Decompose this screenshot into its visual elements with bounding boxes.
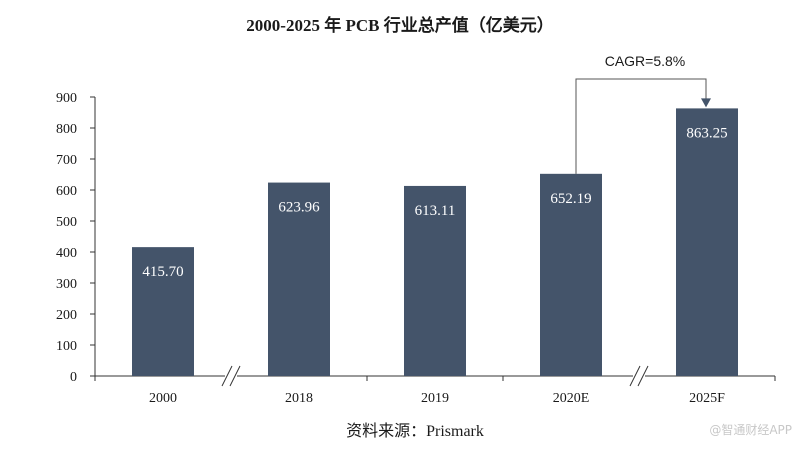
data-label: 415.70 [142, 264, 183, 280]
bar-2000 [132, 247, 194, 376]
y-tick-label: 700 [56, 153, 77, 168]
cagr-arrowhead [701, 98, 711, 108]
cagr-connector [575, 78, 707, 174]
y-tick-label: 300 [56, 277, 77, 292]
y-tick-label: 800 [56, 122, 77, 137]
y-tick-group: 0 100 200 300 400 500 600 700 800 900 [56, 91, 95, 385]
y-tick-label: 400 [56, 246, 77, 261]
x-tick-label: 2020E [553, 391, 590, 406]
data-label: 863.25 [686, 125, 727, 141]
y-tick-label: 500 [56, 215, 77, 230]
y-tick-label: 600 [56, 184, 77, 199]
y-tick-label: 900 [56, 91, 77, 106]
watermark: @智通财经APP [709, 422, 792, 437]
axis-break-gap [225, 364, 237, 388]
y-tick-label: 100 [56, 339, 77, 354]
cagr-annotation: CAGR=5.8% [575, 53, 711, 174]
bar-2019 [404, 185, 466, 376]
bar-2020e [540, 173, 602, 376]
data-labels-group: 415.70 623.96 613.11 652.19 863.25 [142, 125, 727, 280]
x-tick-label: 2025F [689, 391, 725, 406]
x-tick-group: 2000 2018 2019 2020E 2025F [94, 376, 776, 406]
axis-break-mark [637, 365, 649, 387]
source-note: 资料来源：Prismark [346, 422, 484, 440]
axis-break-mark [229, 365, 241, 387]
cagr-label: CAGR=5.8% [605, 53, 686, 69]
data-label: 613.11 [415, 203, 456, 219]
bar-2018 [268, 182, 330, 376]
y-tick-label: 0 [70, 370, 77, 385]
data-label: 623.96 [278, 200, 320, 216]
bar-2025f [676, 108, 738, 376]
axis-break-mark [629, 365, 641, 387]
y-axis: 0 100 200 300 400 500 600 700 800 900 [56, 91, 96, 385]
axis-break-mark [221, 365, 233, 387]
x-tick-label: 2018 [285, 391, 313, 406]
bars-group [132, 108, 738, 376]
x-axis: 2000 2018 2019 2020E 2025F [94, 364, 776, 406]
axis-break-gap [633, 364, 645, 388]
x-tick-label: 2019 [421, 391, 449, 406]
chart-title: 2000-2025 年 PCB 行业总产值（亿美元） [246, 15, 553, 35]
axis-break-group [221, 364, 649, 388]
y-tick-label: 200 [56, 308, 77, 323]
x-tick-label: 2000 [149, 391, 177, 406]
data-label: 652.19 [550, 191, 591, 207]
